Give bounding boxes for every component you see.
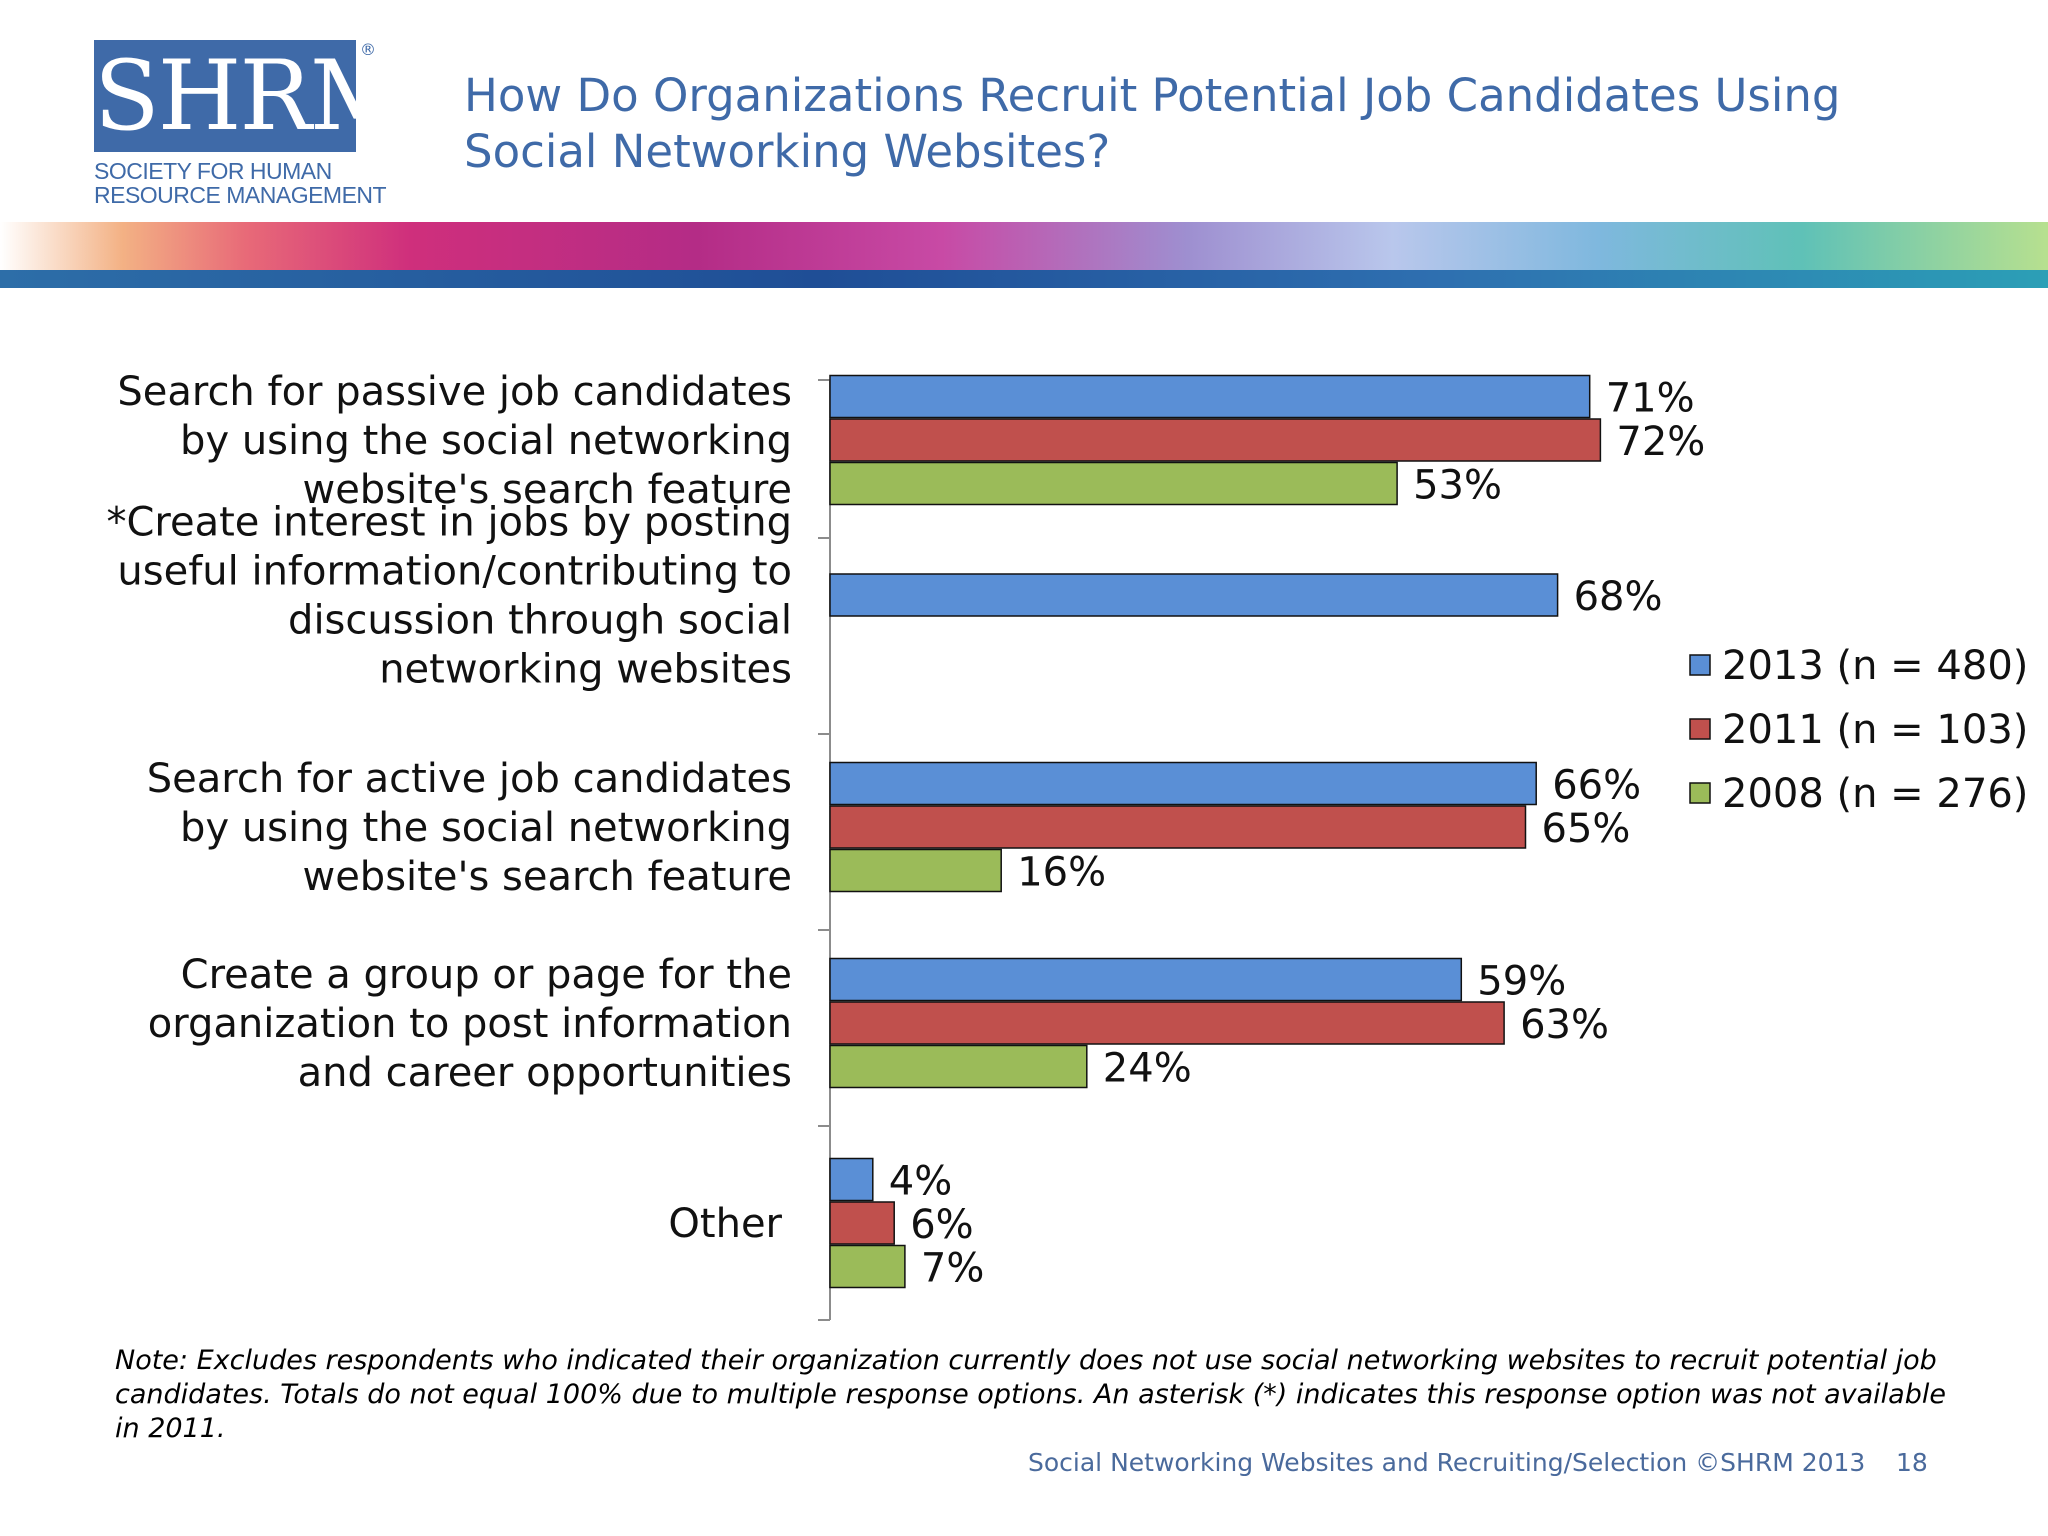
category-label-3-line-2: and career opportunities [298, 1050, 792, 1096]
bar-0-2 [829, 461, 1398, 506]
logo-subtitle-line1: SOCIETY FOR HUMAN [94, 158, 332, 184]
legend-swatch-1 [1689, 718, 1711, 740]
category-label-2-line-2: website's search feature [302, 854, 792, 900]
legend-swatch-2 [1689, 782, 1711, 804]
category-label-2-line-1: by using the social networking [180, 805, 792, 851]
banner-strip [0, 270, 2048, 288]
bar-1-0 [829, 573, 1559, 617]
data-label-4-2: 7% [921, 1246, 984, 1292]
bar-4-0 [829, 1157, 874, 1202]
legend-swatch-0 [1689, 654, 1711, 676]
chart-note: Note: Excludes respondents who indicated… [115, 1345, 1946, 1444]
logo-wordmark: SHRM [94, 40, 408, 152]
bar-3-2 [829, 1044, 1088, 1089]
category-label-2-line-0: Search for active job candidates [147, 756, 792, 802]
bar-4-1 [829, 1201, 895, 1245]
category-label-1-line-0: *Create interest in jobs by posting [106, 500, 792, 546]
legend-label-1: 2011 (n = 103) [1722, 707, 2028, 753]
shrm-logo: SHRM ® SOCIETY FOR HUMAN RESOURCE MANAGE… [94, 40, 408, 210]
data-label-2-1: 65% [1542, 806, 1631, 852]
data-label-0-0: 71% [1606, 376, 1695, 422]
category-label-0-line-1: by using the social networking [180, 418, 792, 464]
data-label-1-0: 68% [1574, 574, 1663, 620]
bar-0-1 [829, 418, 1602, 462]
bar-3-0 [829, 957, 1463, 1002]
slide-title-line1: How Do Organizations Recruit Potential J… [464, 69, 1841, 122]
bar-2-0 [829, 761, 1537, 806]
data-label-3-0: 59% [1477, 959, 1566, 1005]
category-label-3-line-1: organization to post information [148, 1001, 792, 1047]
bar-2-2 [829, 848, 1002, 893]
slide-title-line2: Social Networking Websites? [464, 125, 1111, 178]
logo-subtitle-line2: RESOURCE MANAGEMENT [94, 182, 387, 208]
category-label-1-line-1: useful information/contributing to [117, 549, 792, 595]
bar-2-1 [829, 805, 1527, 849]
category-label-1-line-2: discussion through social [288, 598, 792, 644]
data-label-2-2: 16% [1017, 850, 1106, 896]
category-label-1-line-3: networking websites [379, 647, 792, 693]
data-label-0-2: 53% [1413, 463, 1502, 509]
page-number: 18 [1896, 1448, 1928, 1477]
category-label-0-line-2: website's search feature [302, 467, 792, 513]
bar-3-1 [829, 1001, 1505, 1045]
data-label-4-1: 6% [910, 1202, 973, 1248]
category-label-0-line-0: Search for passive job candidates [117, 369, 792, 415]
slide-title: How Do Organizations Recruit Potential J… [464, 68, 1964, 180]
registered-mark: ® [360, 40, 376, 59]
category-label-4-line-0: Other [668, 1201, 782, 1247]
bar-4-2 [829, 1244, 906, 1289]
data-label-3-2: 24% [1103, 1046, 1192, 1092]
legend-label-2: 2008 (n = 276) [1722, 771, 2028, 817]
legend-label-0: 2013 (n = 480) [1722, 643, 2028, 689]
category-label-3-line-0: Create a group or page for the [181, 952, 792, 998]
footer-text: Social Networking Websites and Recruitin… [1028, 1448, 1866, 1477]
bar-0-0 [829, 374, 1591, 419]
data-label-0-1: 72% [1616, 419, 1705, 465]
data-label-2-0: 66% [1552, 763, 1641, 809]
data-label-4-0: 4% [889, 1159, 952, 1205]
data-label-3-1: 63% [1520, 1002, 1609, 1048]
